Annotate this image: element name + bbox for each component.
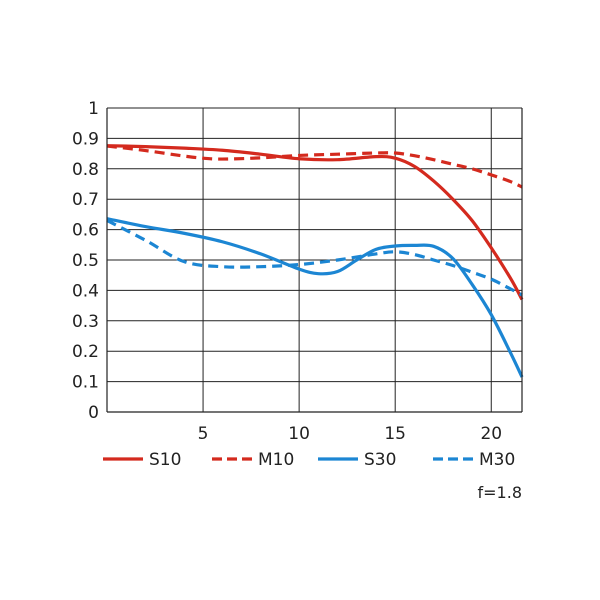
y-tick-labels: 0 0.1 0.2 0.3 0.4 0.5 0.6 0.7 0.8 0.9 1 [72,99,99,423]
x-tick-label: 15 [384,424,406,444]
x-tick-label: 10 [288,424,310,444]
y-tick-label: 0.2 [72,342,99,362]
x-tick-labels: 5 10 15 20 [198,424,502,444]
x-tick-label: 5 [198,424,209,444]
y-tick-label: 0.3 [72,312,99,332]
series-line-s30 [106,217,524,378]
legend: S10 M10 S30 M30 [103,450,515,470]
axes [106,108,523,413]
y-tick-label: 1 [88,99,99,119]
aperture-note: f=1.8 [478,483,522,502]
legend-label-s30: S30 [364,450,396,470]
y-tick-label: 0.9 [72,129,99,149]
series-line-s10 [106,144,524,301]
series-line-m30 [106,219,523,297]
y-tick-label: 0 [88,403,99,423]
y-tick-label: 0.7 [72,190,99,210]
y-tick-label: 0.6 [72,221,99,241]
legend-label-m10: M10 [258,450,294,470]
series-line-m10 [106,144,523,189]
y-tick-label: 0.4 [72,281,99,301]
legend-label-s10: S10 [149,450,181,470]
y-tick-label: 0.8 [72,160,99,180]
legend-label-m30: M30 [479,450,515,470]
series-lines [106,144,524,378]
y-tick-label: 0.1 [72,373,99,393]
y-tick-label: 0.5 [72,251,99,271]
x-tick-label: 20 [480,424,502,444]
